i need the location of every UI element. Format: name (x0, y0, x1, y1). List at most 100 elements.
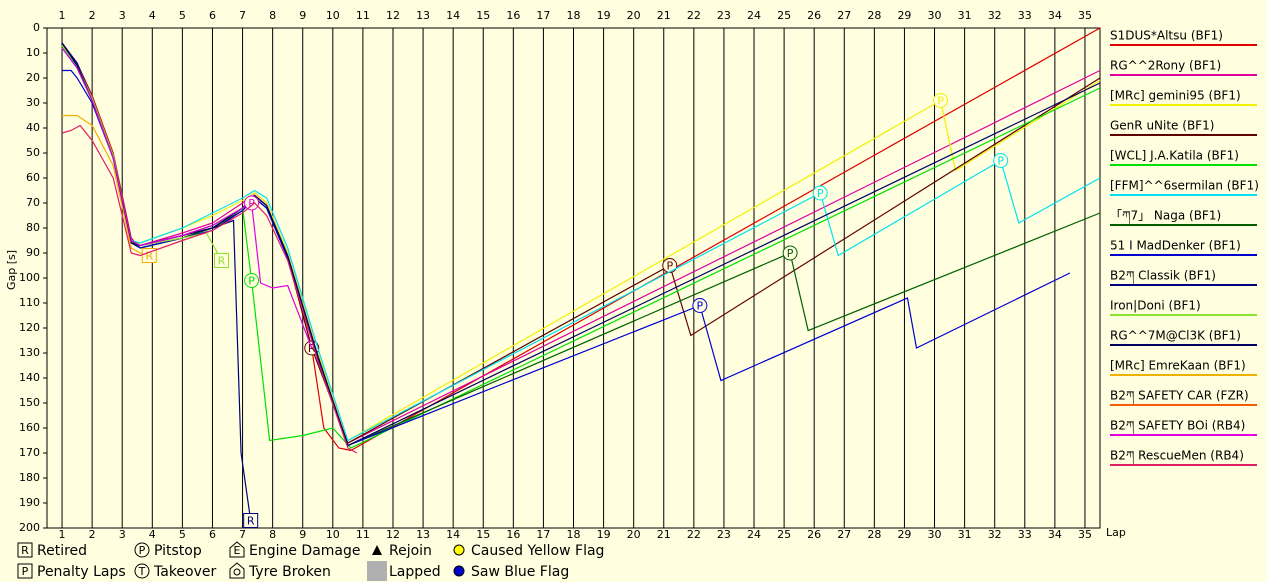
key-label: Saw Blue Flag (471, 564, 569, 580)
key-label: Pitstop (154, 543, 202, 559)
marker-label: P (248, 197, 255, 210)
legend-label: [WCL] J.A.Katila (BF1) (1110, 149, 1239, 163)
key-symbol: E (234, 544, 241, 557)
x-axis-label: Lap (1106, 526, 1126, 539)
x-tick-label: 12 (386, 9, 400, 22)
pitstop-marker (662, 258, 678, 273)
key-label: Takeover (153, 564, 216, 580)
y-tick-label: 10 (26, 46, 40, 59)
x-tick-label: 29 (897, 528, 911, 541)
marker-label: R (145, 250, 153, 263)
x-tick-label: 34 (1048, 528, 1062, 541)
x-tick-label: 17 (536, 9, 550, 22)
y-tick-label: 50 (26, 146, 40, 159)
legend-label: 「ཀ7」 Naga (BF1) (1110, 209, 1221, 226)
key-label: Engine Damage (249, 543, 361, 559)
y-tick-label: 120 (19, 321, 40, 334)
x-tick-label: 29 (897, 9, 911, 22)
x-tick-label: 28 (867, 528, 881, 541)
key-label: Lapped (389, 564, 441, 580)
x-tick-label: 30 (928, 9, 942, 22)
x-tick-label: 13 (416, 528, 430, 541)
x-tick-label: 3 (119, 9, 126, 22)
x-tick-label: 28 (867, 9, 881, 22)
x-tick-label: 15 (476, 9, 490, 22)
marker-label: P (666, 260, 673, 273)
x-tick-label: 33 (1018, 528, 1032, 541)
x-tick-label: 21 (657, 528, 671, 541)
x-tick-label: 6 (209, 528, 216, 541)
legend-label: B2ཀ RescueMen (RB4) (1110, 449, 1244, 466)
x-tick-label: 35 (1078, 9, 1092, 22)
x-tick-label: 18 (567, 528, 581, 541)
x-tick-label: 34 (1048, 9, 1062, 22)
key-icon (372, 545, 382, 555)
x-tick-label: 31 (958, 9, 972, 22)
key-icon (229, 562, 245, 579)
y-tick-label: 180 (19, 471, 40, 484)
retired-marker (243, 513, 259, 528)
x-tick-label: 9 (299, 9, 306, 22)
y-tick-label: 100 (19, 271, 40, 284)
key-label: Caused Yellow Flag (471, 543, 604, 559)
retired-marker (141, 248, 157, 263)
legend-label: GenR uNite (BF1) (1110, 119, 1214, 133)
key-label: Tyre Broken (248, 564, 331, 580)
key-symbol: P (139, 544, 146, 557)
marker-label: P (787, 247, 794, 260)
x-tick-label: 10 (326, 9, 340, 22)
marker-label: P (248, 275, 255, 288)
pitstop-marker (244, 195, 260, 211)
legend-label: B2ཀ SAFETY CAR (FZR) (1110, 389, 1249, 406)
x-tick-label: 25 (777, 528, 791, 541)
y-tick-label: 160 (19, 421, 40, 434)
y-tick-label: 90 (26, 246, 40, 259)
key-symbol: P (22, 565, 29, 578)
x-tick-label: 24 (747, 528, 761, 541)
y-axis-label: Gap [s] (5, 250, 18, 290)
key-icon (453, 544, 465, 556)
pitstop-marker (812, 185, 828, 201)
marker-label: R (308, 342, 316, 355)
pitstop-marker (692, 298, 708, 313)
x-tick-label: 9 (299, 528, 306, 541)
key-symbol: T (138, 565, 146, 578)
x-tick-label: 22 (687, 528, 701, 541)
x-tick-label: 21 (657, 9, 671, 22)
x-tick-label: 19 (597, 9, 611, 22)
retired-marker (213, 253, 229, 268)
legend-label: [MRc] EmreKaan (BF1) (1110, 359, 1246, 373)
x-tick-label: 4 (149, 9, 156, 22)
key-icon (134, 563, 150, 579)
pitstop-marker (993, 153, 1009, 168)
x-tick-label: 20 (627, 9, 641, 22)
x-tick-label: 7 (239, 9, 246, 22)
x-tick-label: 11 (356, 9, 370, 22)
key-icon (453, 565, 465, 577)
x-tick-label: 5 (179, 9, 186, 22)
series-line (61, 47, 313, 349)
y-tick-label: 60 (26, 171, 40, 184)
marker-label: R (247, 515, 255, 528)
x-tick-label: 16 (506, 528, 520, 541)
x-tick-label: 27 (837, 9, 851, 22)
x-tick-label: 31 (958, 528, 972, 541)
marker-label: P (697, 300, 704, 313)
key-symbol: R (21, 544, 29, 557)
legend-label: [FFM]^^6sermilan (BF1) (1110, 179, 1259, 193)
x-tick-label: 22 (687, 9, 701, 22)
legend-label: RG^^7M@Cl3K (BF1) (1110, 329, 1241, 343)
legend-label: Iron|Doni (BF1) (1110, 299, 1201, 313)
x-tick-label: 33 (1018, 9, 1032, 22)
x-tick-label: 5 (179, 528, 186, 541)
pitstop-marker (244, 273, 260, 288)
series-line (61, 124, 358, 454)
x-tick-label: 11 (356, 528, 370, 541)
x-tick-label: 7 (239, 528, 246, 541)
pitstop-marker (782, 245, 798, 261)
key-icon (367, 561, 387, 581)
x-tick-label: 2 (89, 9, 96, 22)
x-tick-label: 1 (59, 528, 66, 541)
x-tick-label: 32 (988, 9, 1002, 22)
